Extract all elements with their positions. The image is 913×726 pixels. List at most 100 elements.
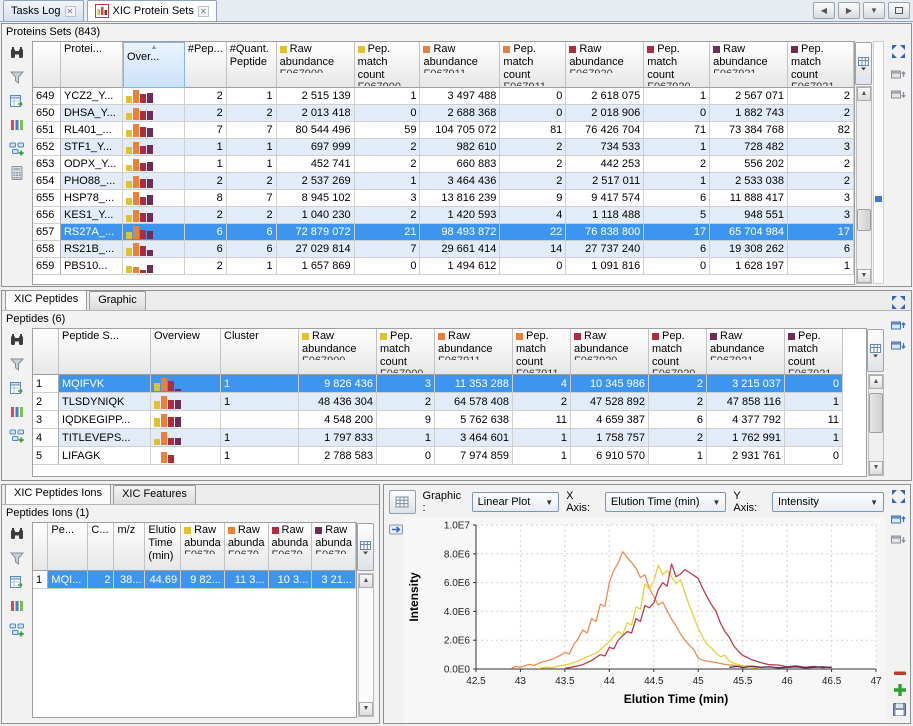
detach-window-down-icon[interactable] [890,533,906,548]
detach-window-up-icon[interactable] [890,317,906,332]
filter-button[interactable] [8,356,26,372]
column-header[interactable]: Raw abundaF0679 [312,523,356,571]
graphics-button[interactable] [8,598,26,614]
column-header[interactable]: Protei... [61,42,123,88]
column-header[interactable]: Pep. match countF067900 [377,329,435,375]
column-header[interactable]: Peptide S... [59,329,151,375]
scrollbar-thumb[interactable] [857,209,871,231]
table-row[interactable]: 1MQIFVK19 826 436311 353 288410 345 9862… [33,375,843,393]
add-view-button[interactable] [8,428,26,444]
column-header[interactable]: ▲Over... [123,42,185,88]
column-header[interactable]: Overview [151,329,221,375]
table-row[interactable]: 649YCZ2_Y...212 515 13913 497 48802 618 … [33,88,854,105]
table-row[interactable]: 4TITLEVEPS...11 797 83313 464 60111 758 … [33,429,843,447]
scroll-up-button[interactable]: ▲ [857,87,871,101]
x-axis-select[interactable]: Elution Time (min) ▼ [605,492,726,512]
column-header[interactable]: Raw abundanceF067900 [299,329,377,375]
filter-button[interactable] [8,550,26,566]
proteins-vertical-scrollbar[interactable]: ▲ ▼ [856,86,872,284]
column-header[interactable]: Pep. match countF067900 [355,42,421,88]
close-icon[interactable]: ✕ [65,6,76,17]
tab-xic-protein-sets[interactable]: XIC Protein Sets ✕ [87,0,217,21]
export-table-button[interactable] [8,93,26,109]
table-row[interactable]: 654PHO88_...222 537 26913 464 43622 517 … [33,173,854,190]
expand-panel-icon[interactable] [891,44,906,59]
tab-graphic[interactable]: Graphic [89,291,146,310]
detach-window-up-icon[interactable] [890,511,906,526]
zoom-out-minus-icon[interactable] [893,668,907,678]
scroll-down-button[interactable]: ▼ [857,269,871,283]
zoom-in-plus-icon[interactable] [893,683,907,697]
table-row[interactable]: 3IQDKEGIPP...4 548 20095 762 638114 659 … [33,411,843,429]
export-image-button[interactable] [389,523,405,539]
add-view-button[interactable] [8,622,26,638]
column-header[interactable]: Pep. match countF067911 [513,329,571,375]
column-header[interactable]: Raw abundaF0679 [269,523,313,571]
scroll-tabs-right-button[interactable]: ▶ [838,2,860,19]
add-view-button[interactable] [8,141,26,157]
table-row[interactable]: 659PBS10...211 657 86901 494 61201 091 8… [33,258,854,275]
scroll-up-button[interactable]: ▲ [869,375,883,389]
graphics-button[interactable] [8,117,26,133]
expand-panel-icon[interactable] [891,295,906,310]
column-header[interactable]: C... [88,523,114,571]
maximize-window-button[interactable] [888,2,910,19]
table-row[interactable]: 658RS21B_...6627 029 814729 661 4141427 … [33,241,854,258]
column-header[interactable]: Pep. match countF067920 [649,329,707,375]
export-table-button[interactable] [8,380,26,396]
table-row[interactable]: 650DHSA_Y...222 013 41802 688 36802 018 … [33,105,854,122]
graphics-button[interactable] [8,404,26,420]
column-header[interactable]: Pep. match countF067920 [644,42,710,88]
column-header[interactable]: Raw abundanceF067921 [710,42,788,88]
table-row[interactable]: 657RS27A_...6672 879 0722198 493 8722276… [33,224,854,241]
selected-row-marker[interactable] [875,196,882,202]
detach-window-down-icon[interactable] [890,339,906,354]
detach-window-up-icon[interactable] [890,66,906,81]
column-header[interactable]: Raw abundanceF067921 [707,329,785,375]
search-button[interactable] [8,526,26,542]
scroll-tabs-left-button[interactable]: ◀ [813,2,835,19]
filter-button[interactable] [8,69,26,85]
column-header[interactable]: m/z [114,523,145,571]
grid-toggle-button[interactable] [389,490,416,514]
expand-panel-icon[interactable] [891,489,906,504]
table-row[interactable]: 656KES1_Y...221 040 23021 420 59341 118 … [33,207,854,224]
table-row[interactable]: 1MQI...238...44.699 82...11 3...10 3...3… [33,571,356,589]
scroll-down-button[interactable]: ▼ [869,461,883,475]
tab-xic-features[interactable]: XIC Features [113,485,196,504]
search-button[interactable] [8,45,26,61]
column-header[interactable]: Cluster [221,329,299,375]
table-row[interactable]: 5LIFAGK12 788 58307 974 85916 910 57012 … [33,447,843,465]
column-chooser-button[interactable] [855,42,872,85]
scroll-down-button[interactable]: ▼ [359,702,373,716]
column-header[interactable]: #Quant. Peptide [227,42,277,88]
table-row[interactable]: 655HSP78_...878 945 102313 816 23999 417… [33,190,854,207]
scrollbar-thumb[interactable] [869,393,883,433]
ions-vertical-scrollbar[interactable]: ▲ ▼ [358,573,374,717]
column-header[interactable]: #Pep... [185,42,227,88]
xic-chromatogram-chart[interactable]: 42.54343.54444.54545.54646.5470.0E02.0E6… [404,517,886,719]
column-header[interactable]: Elutio Time (min) [145,523,181,571]
column-header[interactable]: Pe... [48,523,88,571]
column-header[interactable]: Raw abundanceF067920 [566,42,644,88]
tab-list-dropdown-button[interactable]: ▼ [863,2,885,19]
tab-xic-peptides[interactable]: XIC Peptides [5,290,87,310]
column-header[interactable]: Pep. match countF067921 [785,329,843,375]
save-floppy-icon[interactable] [892,702,907,717]
column-chooser-button[interactable] [357,523,374,571]
column-header[interactable]: Raw abundanceF067911 [420,42,500,88]
close-icon[interactable]: ✕ [198,6,209,17]
tab-xic-peptides-ions[interactable]: XIC Peptides Ions [5,484,111,504]
scroll-up-button[interactable]: ▲ [359,574,373,588]
table-row[interactable]: 653ODPX_Y...11452 7412660 8832442 253255… [33,156,854,173]
column-chooser-button[interactable] [867,329,884,372]
column-header[interactable]: Pep. match countF067911 [500,42,566,88]
plot-type-select[interactable]: Linear Plot ▼ [472,492,560,512]
column-header[interactable]: Pep. match countF067921 [788,42,854,88]
column-header[interactable]: Raw abundanceF067900 [277,42,355,88]
y-axis-select[interactable]: Intensity ▼ [772,492,884,512]
column-header[interactable]: Raw abundanceF067911 [435,329,513,375]
export-table-button[interactable] [8,574,26,590]
tab-tasks-log[interactable]: Tasks Log ✕ [3,0,84,21]
table-row[interactable]: 651RL401_...7780 544 49659104 705 072817… [33,122,854,139]
